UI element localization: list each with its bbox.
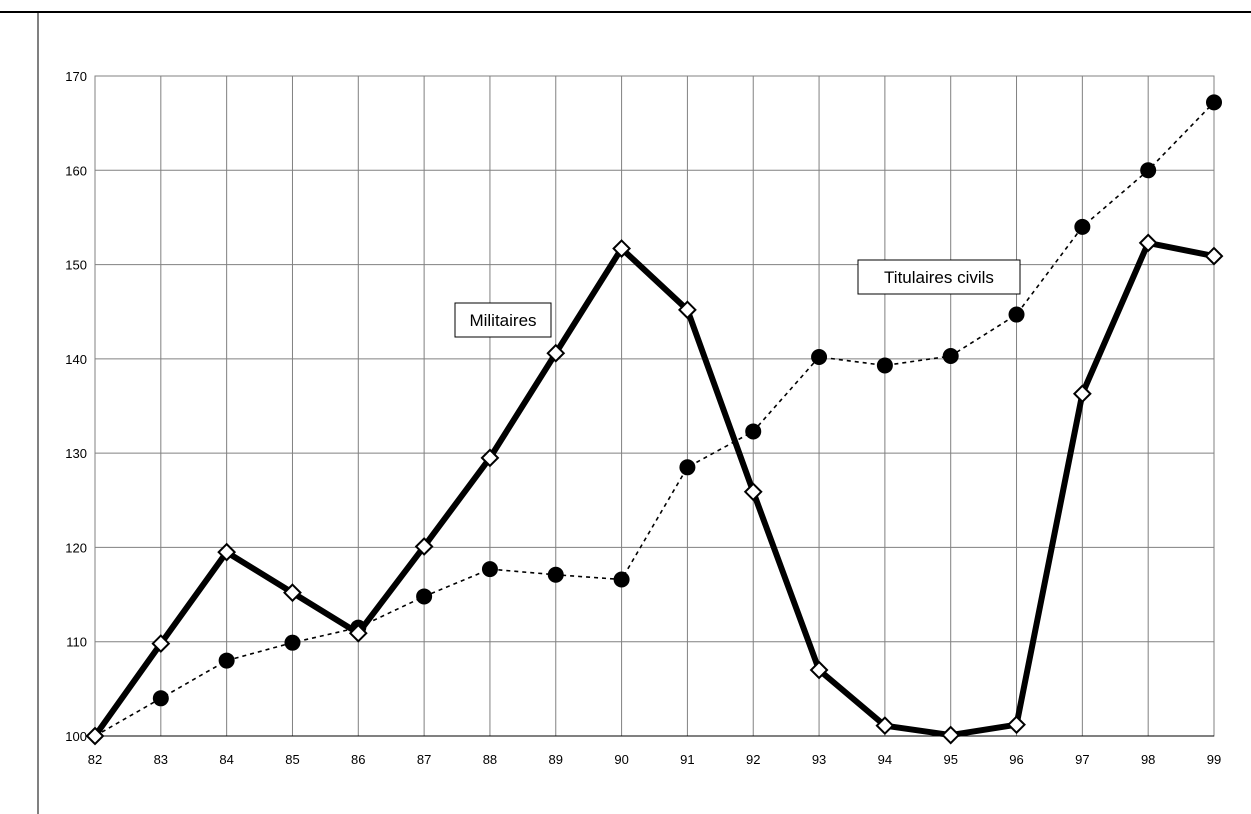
x-tick-label: 83 [154,752,168,767]
data-point-militaires [809,660,829,680]
data-point-militaires [677,300,697,320]
x-tick-label: 93 [812,752,826,767]
y-tick-label: 100 [65,729,87,744]
data-point-militaires [480,448,500,468]
x-tick-label: 84 [219,752,233,767]
data-point-militaires [414,537,434,556]
x-tick-label: 85 [285,752,299,767]
data-point-militaires [1072,384,1092,404]
y-tick-label: 140 [65,352,87,367]
data-point-militaires [875,716,895,736]
x-tick-label: 92 [746,752,760,767]
data-point-militaires [85,726,105,746]
x-tick-label: 94 [878,752,892,767]
data-point-titulaires-civils [416,588,433,605]
data-point-militaires [151,634,171,654]
x-tick-label: 88 [483,752,497,767]
y-tick-label: 110 [66,635,87,650]
data-point-titulaires-civils [218,652,235,669]
data-point-titulaires-civils [679,459,696,476]
x-tick-label: 82 [88,752,102,767]
y-tick-label: 130 [65,446,87,461]
grid [94,75,1215,737]
y-axis: 100 110 120 130 140 150 160 170 [65,69,87,744]
data-point-militaires [612,239,632,258]
data-point-titulaires-civils [811,348,828,365]
data-point-titulaires-civils [1008,306,1025,323]
data-point-titulaires-civils [1140,162,1157,179]
x-tick-label: 96 [1009,752,1023,767]
x-tick-label: 89 [549,752,563,767]
data-point-militaires [217,542,237,562]
x-tick-label: 87 [417,752,431,767]
data-point-militaires [546,343,566,363]
data-point-titulaires-civils [1206,94,1222,111]
data-point-titulaires-civils [1074,218,1091,235]
x-tick-label: 98 [1141,752,1155,767]
data-point-titulaires-civils [547,566,564,583]
series-label-titulaires-text: Titulaires civils [884,268,994,287]
x-tick-label: 90 [614,752,628,767]
data-point-titulaires-civils [284,634,301,651]
y-tick-label: 150 [65,258,87,273]
data-point-titulaires-civils [481,561,498,578]
x-tick-label: 86 [351,752,365,767]
series-layer [85,94,1224,746]
data-point-militaires [743,482,763,502]
data-point-militaires [1204,246,1224,266]
series-line-titulaires-civils [94,101,1215,737]
data-point-titulaires-civils [745,423,762,440]
y-tick-label: 120 [65,540,87,555]
data-point-titulaires-civils [942,348,959,365]
x-tick-label: 97 [1075,752,1089,767]
y-tick-label: 170 [65,69,87,84]
data-point-militaires [348,623,368,643]
series-label-militaires-text: Militaires [469,311,536,330]
x-axis: 82 83 84 85 86 87 88 89 90 91 92 93 94 95 96 97 98 99 [88,752,1221,767]
x-tick-label: 91 [680,752,694,767]
x-tick-label: 99 [1207,752,1221,767]
series-label-militaires: Militaires [454,302,552,338]
data-point-titulaires-civils [876,357,893,374]
data-point-titulaires-civils [613,571,630,588]
data-point-titulaires-civils [152,690,169,707]
data-point-militaires [1007,715,1026,735]
data-point-militaires [1138,233,1158,253]
y-tick-label: 160 [65,163,87,178]
series-label-titulaires: Titulaires civils [857,259,1021,295]
x-tick-label: 95 [943,752,957,767]
data-point-militaires [283,583,302,603]
series-line-militaires [92,239,1215,739]
plot-area [94,75,1215,737]
data-point-militaires [941,725,961,745]
